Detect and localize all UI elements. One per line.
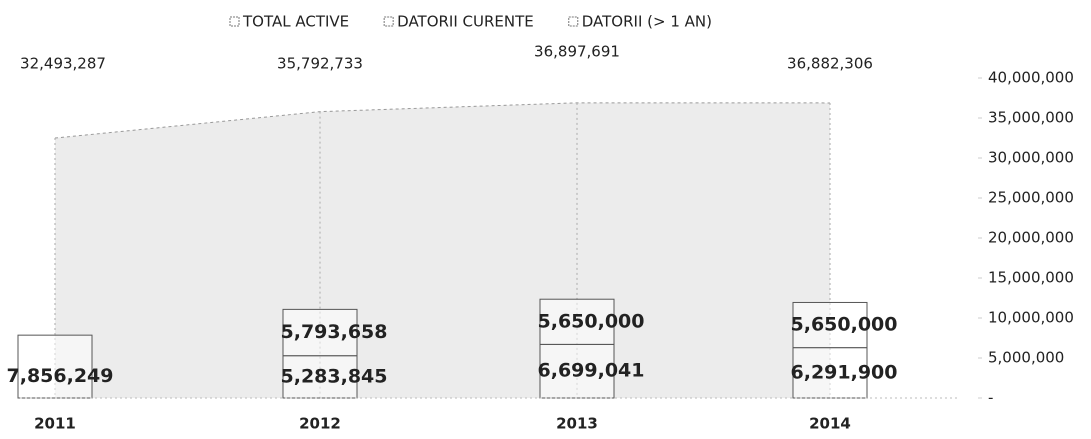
x-tick-label: 2012 xyxy=(299,415,341,433)
x-tick-label: 2011 xyxy=(34,415,76,433)
data-label: 7,856,249 xyxy=(7,365,114,387)
area xyxy=(55,102,830,398)
bar xyxy=(792,301,868,349)
data-label: 5,650,000 xyxy=(538,310,645,332)
data-label: 5,793,658 xyxy=(281,321,388,343)
data-label: 5,283,845 xyxy=(281,365,388,387)
data-label: 32,493,287 xyxy=(20,55,106,73)
legend-label: DATORII CURENTE xyxy=(397,13,534,31)
y-tick-label: 25,000,000 xyxy=(988,189,1074,207)
x-tick-label: 2013 xyxy=(556,415,598,433)
data-label: 36,897,691 xyxy=(534,43,620,61)
data-label: 6,699,041 xyxy=(538,360,645,382)
y-tick-label: 30,000,000 xyxy=(988,149,1074,167)
data-label: 5,650,000 xyxy=(791,314,898,336)
bar xyxy=(539,343,615,399)
y-tick-label: 35,000,000 xyxy=(988,109,1074,127)
y-tick-label: 20,000,000 xyxy=(988,229,1074,247)
y-tick-label: 15,000,000 xyxy=(988,269,1074,287)
y-tick-label: 5,000,000 xyxy=(988,349,1064,367)
bar xyxy=(282,308,358,357)
bar xyxy=(539,298,615,345)
legend-label: DATORII (> 1 AN) xyxy=(582,13,712,31)
legend-label: TOTAL ACTIVE xyxy=(242,13,349,31)
bar xyxy=(792,347,868,399)
x-tick-label: 2014 xyxy=(809,415,851,433)
area-line xyxy=(54,102,831,139)
data-label: 35,792,733 xyxy=(277,55,363,73)
legend-swatch xyxy=(229,16,240,27)
data-label: 36,882,306 xyxy=(787,55,873,73)
legend-swatch xyxy=(383,16,394,27)
data-label: 6,291,900 xyxy=(791,361,898,383)
bar xyxy=(282,355,358,399)
y-tick-label: - xyxy=(988,389,993,407)
y-tick-label: 40,000,000 xyxy=(988,69,1074,87)
bar xyxy=(17,334,93,399)
legend-swatch xyxy=(568,16,579,27)
y-tick-label: 10,000,000 xyxy=(988,309,1074,327)
